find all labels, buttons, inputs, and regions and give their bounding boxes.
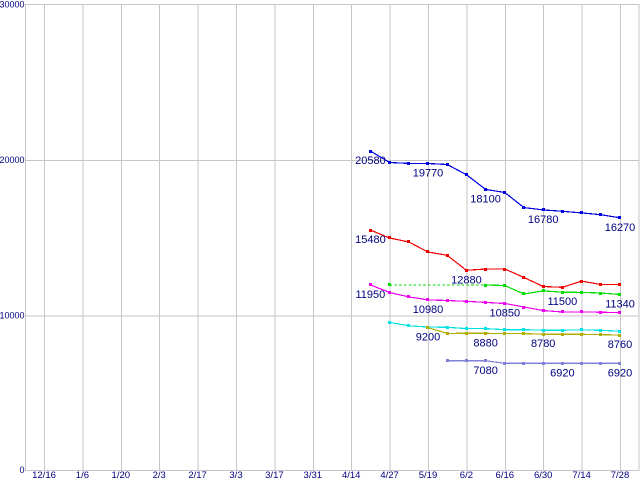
svg-text:10850: 10850: [490, 308, 521, 320]
svg-text:19770: 19770: [413, 168, 444, 180]
svg-text:4/27: 4/27: [380, 470, 399, 480]
svg-text:0: 0: [19, 465, 24, 475]
svg-text:20580: 20580: [355, 155, 386, 167]
svg-text:30000: 30000: [0, 0, 25, 10]
svg-text:18100: 18100: [470, 193, 501, 205]
svg-text:16780: 16780: [528, 214, 559, 226]
svg-text:12880: 12880: [451, 274, 482, 286]
svg-text:7/28: 7/28: [611, 470, 630, 480]
svg-text:8760: 8760: [608, 339, 632, 351]
svg-text:20000: 20000: [0, 155, 25, 165]
svg-text:8880: 8880: [473, 337, 497, 349]
svg-text:1/20: 1/20: [112, 470, 131, 480]
svg-text:7080: 7080: [473, 365, 497, 377]
svg-text:6/2: 6/2: [460, 470, 473, 480]
svg-text:10980: 10980: [413, 304, 444, 316]
svg-text:11950: 11950: [356, 289, 386, 301]
svg-text:3/31: 3/31: [304, 470, 323, 480]
svg-text:1/6: 1/6: [76, 470, 89, 480]
svg-text:11340: 11340: [605, 299, 635, 311]
svg-text:9200: 9200: [416, 332, 440, 344]
svg-text:6/30: 6/30: [534, 470, 553, 480]
svg-text:10000: 10000: [0, 310, 25, 320]
svg-text:2/3: 2/3: [153, 470, 166, 480]
svg-text:3/3: 3/3: [229, 470, 242, 480]
svg-text:5/19: 5/19: [419, 470, 438, 480]
svg-text:6920: 6920: [608, 367, 632, 379]
svg-text:6920: 6920: [550, 367, 574, 379]
svg-text:12/16: 12/16: [32, 470, 56, 480]
svg-text:3/17: 3/17: [265, 470, 284, 480]
svg-text:2/17: 2/17: [188, 470, 207, 480]
svg-text:7/14: 7/14: [572, 470, 591, 480]
svg-text:6/16: 6/16: [496, 470, 515, 480]
svg-text:4/14: 4/14: [342, 470, 361, 480]
svg-text:8780: 8780: [531, 338, 555, 350]
svg-text:11500: 11500: [548, 296, 578, 308]
svg-text:15480: 15480: [355, 234, 386, 246]
svg-text:16270: 16270: [605, 222, 636, 234]
